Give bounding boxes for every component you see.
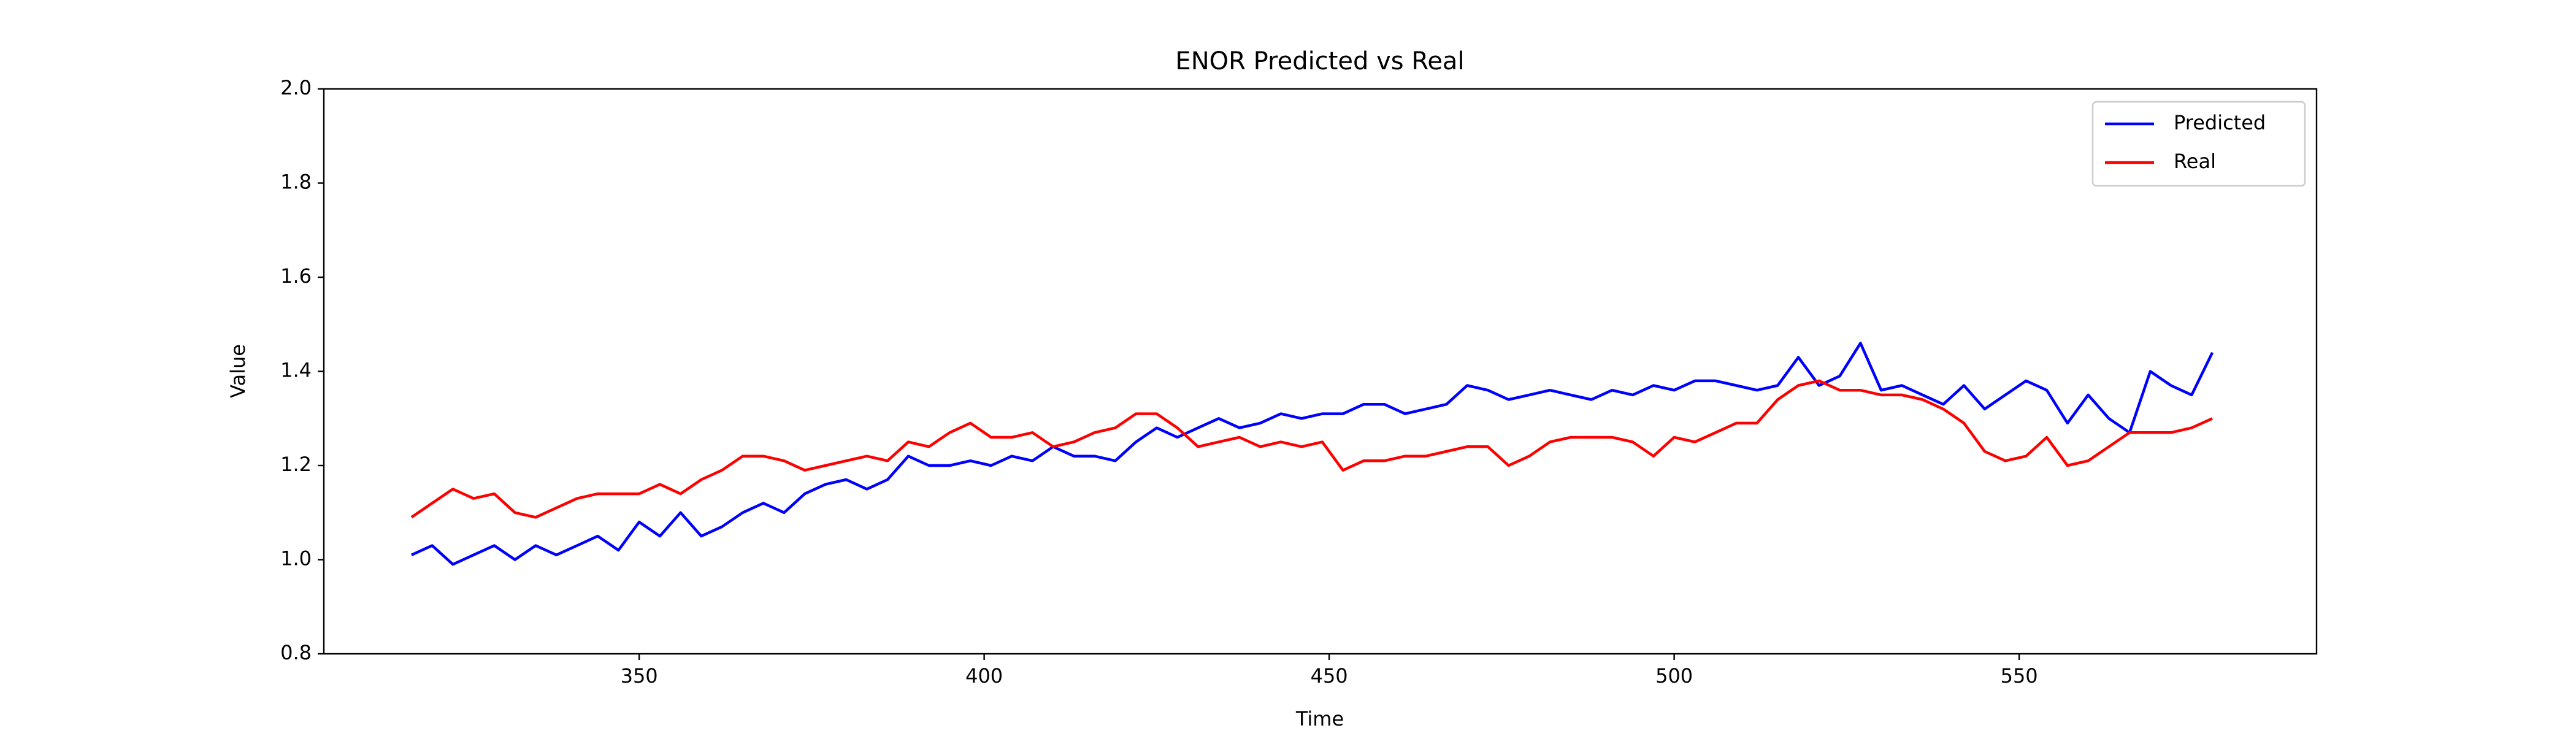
y-tick-label: 1.0 xyxy=(280,547,312,570)
y-tick-label: 1.4 xyxy=(280,359,312,382)
line-series xyxy=(410,379,2214,519)
x-axis-label: Time xyxy=(1295,707,1344,730)
x-tick-label: 550 xyxy=(2001,664,2038,688)
legend-label: Real xyxy=(2174,150,2216,173)
y-tick-label: 1.2 xyxy=(280,453,312,476)
legend-label: Predicted xyxy=(2174,111,2266,134)
y-tick-label: 0.8 xyxy=(280,641,312,664)
y-axis-label: Value xyxy=(226,344,250,398)
x-tick-label: 500 xyxy=(1655,664,1693,688)
chart-title: ENOR Predicted vs Real xyxy=(1175,47,1464,75)
y-tick-label: 1.8 xyxy=(280,171,312,194)
y-tick-label: 1.6 xyxy=(280,264,312,288)
x-tick-label: 400 xyxy=(965,664,1003,688)
x-tick-label: 450 xyxy=(1311,664,1348,688)
line-series xyxy=(410,342,2214,566)
plot-frame xyxy=(323,88,2318,655)
x-tick-label: 350 xyxy=(621,664,658,688)
y-tick-label: 2.0 xyxy=(280,76,312,99)
